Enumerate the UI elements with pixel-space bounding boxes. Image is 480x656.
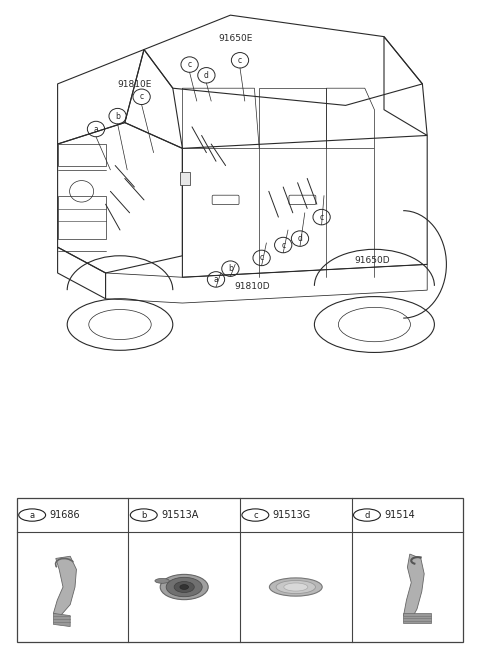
- Text: 91810E: 91810E: [118, 80, 152, 89]
- Ellipse shape: [174, 581, 194, 592]
- Text: c: c: [188, 60, 192, 69]
- Polygon shape: [53, 556, 76, 615]
- Text: 91650D: 91650D: [354, 256, 390, 265]
- Text: 91810D: 91810D: [234, 282, 270, 291]
- Text: b: b: [115, 112, 120, 121]
- Text: a: a: [94, 125, 98, 134]
- Text: a: a: [30, 510, 35, 520]
- Text: 91514: 91514: [384, 510, 415, 520]
- Text: 91513G: 91513G: [273, 510, 311, 520]
- Text: 91513A: 91513A: [161, 510, 198, 520]
- Ellipse shape: [180, 584, 189, 590]
- Text: c: c: [260, 253, 264, 262]
- Text: c: c: [238, 56, 242, 65]
- Ellipse shape: [155, 579, 169, 583]
- Text: 91686: 91686: [49, 510, 80, 520]
- Text: a: a: [214, 275, 218, 284]
- Ellipse shape: [160, 575, 208, 600]
- Ellipse shape: [166, 577, 202, 597]
- Polygon shape: [404, 554, 424, 618]
- Text: c: c: [281, 241, 285, 249]
- Text: c: c: [253, 510, 258, 520]
- Text: c: c: [320, 213, 324, 222]
- Text: d: d: [298, 234, 302, 243]
- Text: 91650E: 91650E: [218, 34, 253, 43]
- Polygon shape: [53, 613, 70, 626]
- Text: b: b: [141, 510, 146, 520]
- Polygon shape: [403, 613, 432, 623]
- Ellipse shape: [276, 581, 315, 594]
- Text: c: c: [140, 92, 144, 101]
- Ellipse shape: [269, 578, 322, 596]
- Text: b: b: [228, 264, 233, 273]
- Polygon shape: [180, 172, 190, 185]
- Ellipse shape: [284, 583, 308, 591]
- Text: d: d: [204, 71, 209, 80]
- Text: d: d: [364, 510, 370, 520]
